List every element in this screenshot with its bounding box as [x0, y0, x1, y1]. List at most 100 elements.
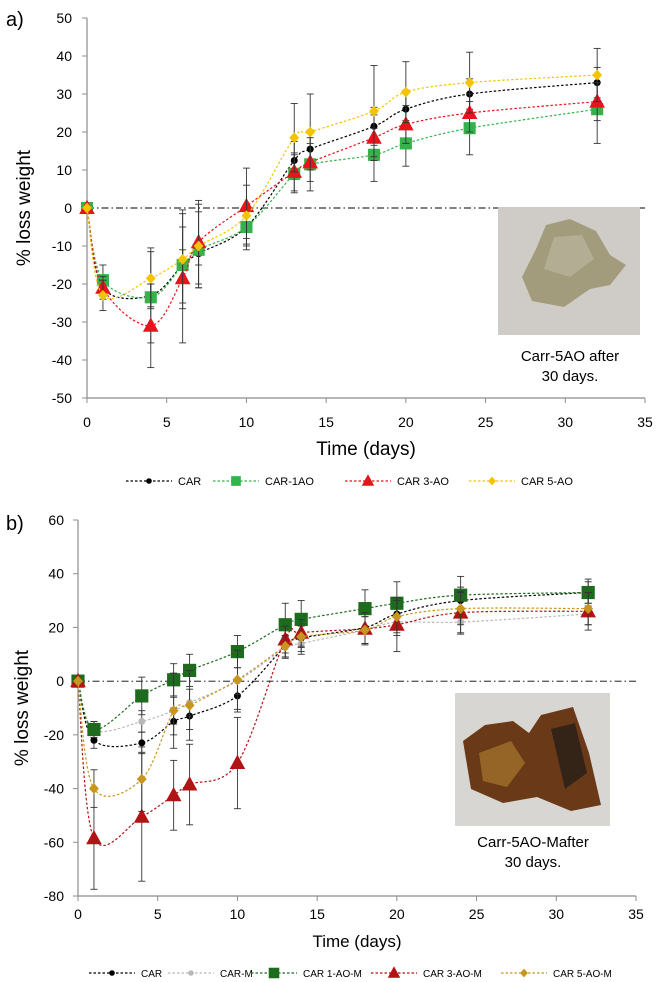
- inset-caption-a-line1: Carr-5AO after: [521, 348, 619, 365]
- inset-caption-b-line2: 30 days.: [505, 854, 562, 871]
- data-point: [305, 126, 316, 138]
- x-axis-label-a: Time (days): [316, 439, 416, 460]
- legend-marker: [268, 967, 280, 979]
- inset-photo-highlight: [479, 741, 525, 787]
- data-point: [400, 86, 411, 98]
- legend-marker: [146, 478, 152, 484]
- data-point: [289, 132, 300, 144]
- inset-caption-a-line2: 30 days.: [542, 368, 599, 385]
- x-tick-label: 15: [318, 414, 334, 430]
- y-tick-label: -40: [44, 781, 64, 797]
- x-tick-label: 25: [478, 414, 494, 430]
- x-tick-label: 35: [637, 414, 653, 430]
- legend-entry: CAR: [126, 476, 201, 488]
- y-tick-label: -20: [52, 276, 72, 292]
- series-line: [86, 74, 598, 300]
- data-point: [136, 773, 147, 785]
- legend-entry: CAR 5-AO: [469, 476, 573, 488]
- series-car-5-ao-m: [73, 592, 594, 812]
- series-layer-b: [70, 575, 596, 890]
- data-point: [82, 202, 92, 214]
- data-point: [296, 631, 307, 643]
- chart-panel-a: a) 50 40 30 20 10 0 -10 -20 -30 -40 -50 0 5 10 15 20 25 3…: [6, 9, 653, 488]
- data-point: [138, 717, 146, 725]
- x-tick-label: 5: [163, 414, 171, 430]
- y-tick-label: 40: [56, 48, 72, 64]
- legend-label: CAR 3-AO: [397, 476, 449, 488]
- x-tick-label: 30: [557, 414, 573, 430]
- data-point: [177, 253, 188, 265]
- legend-marker: [387, 966, 401, 978]
- series-line: [77, 610, 589, 847]
- series-line: [86, 101, 598, 327]
- y-tick-label: -20: [44, 727, 64, 743]
- data-point: [229, 754, 246, 770]
- y-tick-label: -10: [52, 238, 72, 254]
- legend-a: CAR CAR-1AO CAR 3-AO CAR 5-AO: [126, 474, 573, 488]
- legend-marker: [188, 970, 194, 976]
- inset-caption-b-line1: Carr-5AO-Mafter: [477, 834, 589, 851]
- y-tick-label: -50: [52, 390, 72, 406]
- chart-panel-b: b) 60 40 20 0 -20 -40 -60 -80 0 5 10 15 20 25 30 35 % l…: [6, 512, 644, 980]
- y-tick-label: -80: [44, 888, 64, 904]
- data-point: [133, 808, 150, 823]
- data-point: [391, 611, 402, 623]
- legend-entry: CAR-M: [168, 969, 253, 980]
- data-point: [88, 783, 99, 794]
- axes-a: 50 40 30 20 10 0 -10 -20 -30 -40 -50 0 5 10 15 20 25 30 35: [52, 10, 653, 430]
- y-tick-label: 0: [64, 200, 72, 216]
- data-point: [90, 736, 98, 744]
- legend-marker: [109, 970, 115, 976]
- legend-entry: CAR: [89, 969, 162, 980]
- inset-photo-dark-region: [551, 723, 587, 789]
- x-tick-label: 0: [83, 414, 91, 430]
- data-point: [241, 210, 252, 221]
- inset-photo-b: [455, 693, 610, 826]
- x-tick-label: 10: [239, 414, 255, 430]
- data-point: [232, 674, 243, 686]
- legend-label: CAR: [141, 969, 162, 980]
- data-point: [360, 624, 370, 636]
- legend-entry: CAR 1-AO-M: [251, 967, 362, 980]
- legend-label: CAR 5-AO-M: [553, 969, 612, 980]
- y-tick-label: 20: [56, 124, 72, 140]
- panel-label-b: b): [6, 513, 24, 535]
- legend-label: CAR-M: [220, 969, 253, 980]
- data-point: [86, 829, 102, 845]
- data-point: [280, 640, 291, 652]
- y-tick-label: 10: [56, 162, 72, 178]
- legend-marker: [361, 474, 375, 486]
- y-tick-label: 30: [56, 86, 72, 102]
- data-point: [358, 602, 372, 616]
- legend-entry: CAR 3-AO-M: [371, 966, 482, 980]
- y-tick-label: -60: [44, 834, 64, 850]
- data-point: [193, 240, 204, 252]
- legend-entry: CAR 3-AO: [345, 474, 449, 488]
- y-tick-label: 50: [56, 10, 72, 26]
- y-tick-label: -30: [52, 314, 72, 330]
- data-point: [135, 689, 149, 703]
- panel-label-a: a): [6, 9, 24, 31]
- series-line: [86, 108, 598, 299]
- x-tick-label: 5: [154, 906, 162, 922]
- data-point: [181, 776, 198, 791]
- legend-label: CAR 1-AO-M: [303, 969, 362, 980]
- axes-b: 60 40 20 0 -20 -40 -60 -80 0 5 10 15 20 25 30 35: [44, 512, 644, 922]
- legend-marker: [488, 476, 496, 486]
- series-layer-a: [79, 47, 605, 369]
- legend-marker: [520, 968, 528, 978]
- data-point: [278, 618, 292, 632]
- legend-label: CAR 5-AO: [521, 476, 573, 488]
- x-tick-label: 25: [469, 906, 485, 922]
- x-tick-label: 0: [74, 906, 82, 922]
- data-point: [145, 272, 156, 284]
- legend-b: CAR CAR-M CAR 1-AO-M CAR 3-AO-M CAR 5-AO-M: [89, 966, 612, 980]
- x-tick-label: 20: [389, 906, 405, 922]
- x-tick-label: 30: [548, 906, 564, 922]
- data-point: [369, 105, 379, 117]
- data-point: [592, 69, 603, 81]
- data-point: [168, 705, 179, 717]
- y-tick-label: -40: [52, 352, 72, 368]
- data-point: [142, 317, 159, 332]
- y-axis-label-a: % loss weight: [14, 149, 35, 266]
